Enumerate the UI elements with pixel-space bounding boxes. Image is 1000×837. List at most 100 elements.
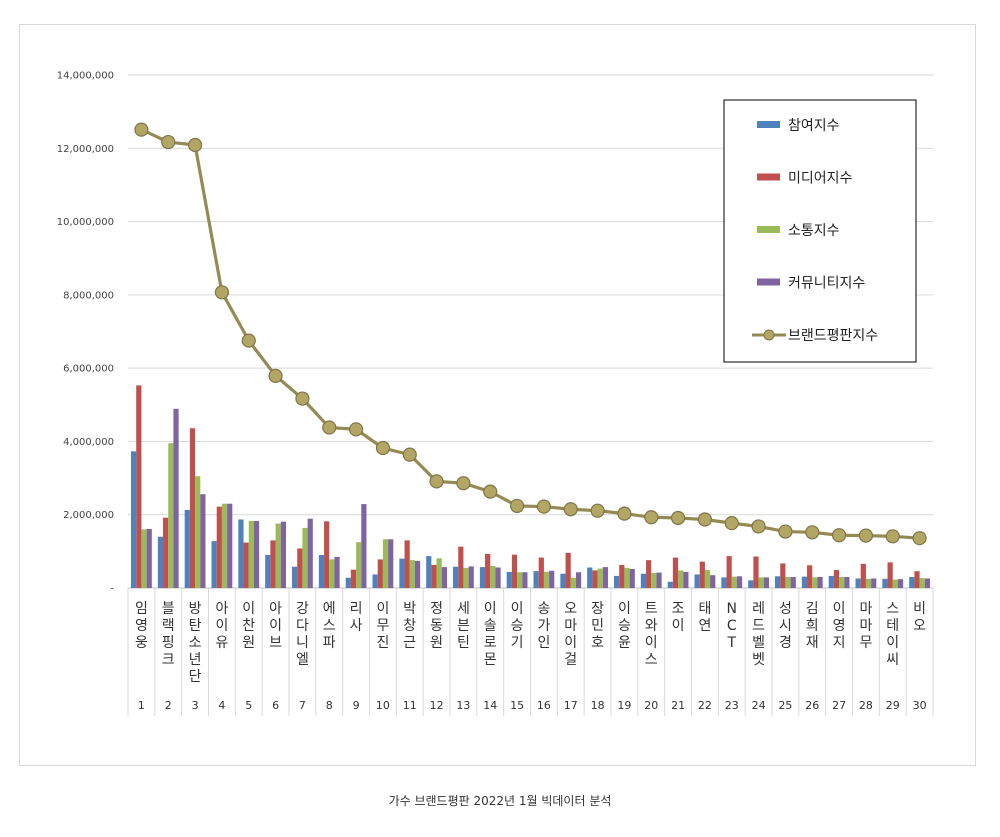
bar-소통지수-이솔로몬	[490, 566, 496, 588]
brand-point-조이	[670, 510, 686, 526]
bar-소통지수-장민호	[597, 568, 603, 588]
bar-참여지수-김희재	[801, 576, 808, 588]
bar-참여지수-송가인	[533, 571, 539, 588]
brand-point-이무진	[375, 440, 391, 456]
bar-참여지수-장민호	[587, 567, 593, 588]
bar-미디어지수-정동원	[431, 564, 437, 588]
bar-커뮤니티지수-이찬원	[253, 520, 260, 588]
brand-point-이승윤	[617, 506, 632, 521]
bar-미디어지수-세븐틴	[458, 546, 464, 588]
brand-point-트와이스	[644, 510, 659, 525]
rank-label: 26	[805, 699, 819, 712]
brand-point-이솔로몬	[483, 484, 498, 499]
rank-label: 6	[272, 699, 279, 712]
rank-label: 23	[725, 699, 739, 712]
bar-참여지수-태연	[694, 574, 700, 588]
brand-point-에스파	[322, 420, 337, 435]
bar-참여지수-이승기	[506, 571, 512, 588]
legend-label: 소통지수	[788, 223, 840, 239]
bar-미디어지수-임영웅	[136, 385, 142, 588]
legend-swatch-소통지수	[757, 226, 780, 233]
bar-소통지수-조이	[678, 570, 684, 588]
bar-소통지수-비오	[919, 578, 925, 588]
brand-point-강다니엘	[295, 391, 310, 406]
bar-참여지수-마마무	[855, 578, 861, 588]
bar-미디어지수-박창근	[404, 540, 410, 588]
bar-미디어지수-방탄소년단	[189, 428, 196, 588]
bar-참여지수-블랙핑크	[157, 536, 164, 588]
bar-참여지수-스테이씨	[882, 578, 888, 588]
bar-소통지수-NCT	[731, 576, 737, 588]
bar-미디어지수-아이브	[270, 540, 276, 588]
bar-미디어지수-장민호	[592, 570, 598, 588]
brand-point-비오	[912, 531, 927, 546]
bar-커뮤니티지수-오마이걸	[575, 572, 582, 588]
brand-point-오마이걸	[563, 502, 578, 517]
legend-swatch-커뮤니티지수	[757, 278, 780, 286]
bar-커뮤니티지수-방탄소년단	[200, 494, 206, 588]
bar-참여지수-이무진	[372, 574, 378, 588]
bar-미디어지수-비오	[914, 571, 920, 588]
rank-label: 10	[376, 699, 390, 712]
bar-미디어지수-스테이씨	[887, 562, 893, 588]
rank-label: 18	[591, 699, 605, 712]
bar-미디어지수-이승기	[511, 554, 518, 588]
bar-소통지수-정동원	[436, 558, 442, 588]
bar-참여지수-오마이걸	[560, 573, 566, 588]
rank-label: 2	[165, 699, 172, 712]
rank-label: 4	[218, 699, 225, 712]
bar-미디어지수-이솔로몬	[485, 553, 491, 588]
bar-참여지수-세븐틴	[453, 566, 459, 588]
rank-label: 12	[430, 699, 444, 712]
brand-point-이승기	[509, 498, 525, 514]
bar-참여지수-아이유	[211, 541, 217, 588]
y-tick-label: -	[110, 584, 114, 595]
bar-커뮤니티지수-이승기	[522, 572, 528, 588]
rank-label: 11	[403, 699, 417, 712]
bar-커뮤니티지수-박창근	[414, 560, 421, 588]
bar-참여지수-에스파	[318, 555, 325, 588]
y-tick-label: 6,000,000	[63, 364, 114, 375]
bar-커뮤니티지수-비오	[924, 578, 930, 588]
rank-label: 13	[456, 699, 470, 712]
rank-label: 20	[644, 699, 658, 712]
bar-커뮤니티지수-트와이스	[656, 572, 662, 588]
bar-커뮤니티지수-스테이씨	[897, 579, 904, 588]
bar-소통지수-이찬원	[248, 520, 254, 588]
bar-미디어지수-에스파	[324, 521, 330, 588]
bar-커뮤니티지수-강다니엘	[307, 518, 313, 588]
brand-point-임영웅	[134, 122, 149, 137]
bar-커뮤니티지수-성시경	[790, 577, 796, 588]
chart-plot: - 2,000,000 4,000,000 6,000,000 8,000,000 10,…	[57, 71, 934, 716]
brand-point-세븐틴	[456, 476, 471, 491]
bar-참여지수-임영웅	[131, 451, 137, 588]
bar-커뮤니티지수-정동원	[441, 567, 447, 588]
brand-point-이찬원	[241, 333, 256, 348]
bar-소통지수-레드벨벳	[758, 577, 764, 588]
bar-소통지수-트와이스	[651, 572, 657, 588]
rank-label: 16	[537, 699, 551, 712]
y-tick-label: 10,000,000	[57, 217, 114, 228]
bar-소통지수-스테이씨	[892, 579, 898, 588]
rank-label: 8	[326, 699, 333, 712]
bar-커뮤니티지수-블랙핑크	[173, 408, 179, 588]
legend-label: 미디어지수	[788, 171, 853, 187]
rank-label: 1	[138, 699, 145, 712]
bar-미디어지수-오마이걸	[565, 552, 571, 588]
bar-참여지수-아이브	[265, 555, 271, 588]
brand-point-리사	[348, 422, 364, 437]
rank-label: 22	[698, 699, 712, 712]
